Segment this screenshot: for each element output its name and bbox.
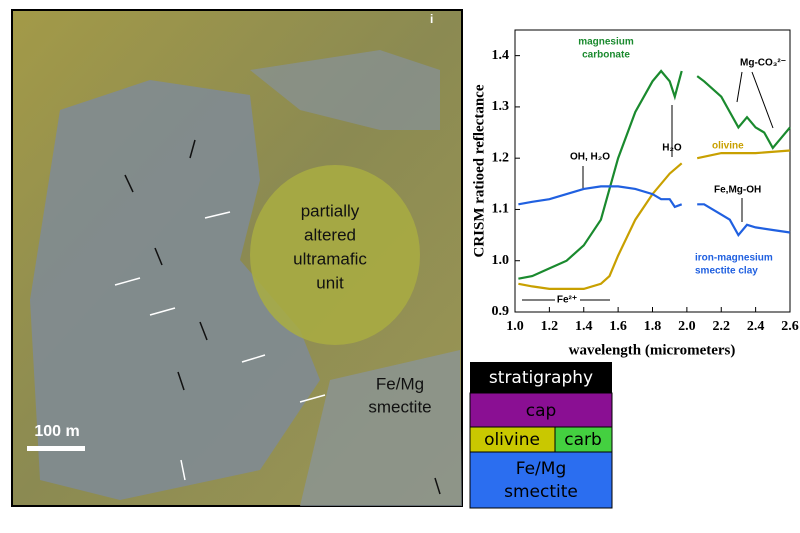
annotation: iron-magnesium: [695, 253, 773, 264]
y-tick-label: 0.9: [492, 304, 510, 319]
annotation: OH, H₂O: [570, 152, 610, 163]
annotation-arrows: [522, 71, 774, 301]
spectrum-line: [518, 185, 791, 238]
spectrum-line: [518, 69, 791, 280]
header-cell: [470, 362, 612, 393]
orbital-image: i partially altered ultramafic unit Fe/M…: [11, 9, 463, 507]
arrows: [124, 139, 441, 495]
x-tick-label: 1.6: [609, 319, 627, 334]
x-axis-label: wavelength (micrometers): [569, 342, 736, 358]
x-tick-label: 2.6: [781, 319, 799, 334]
scale-bar-label: 100 m: [34, 423, 79, 440]
smectite-terrain: [300, 350, 462, 506]
y-tick-label: 1.2: [492, 150, 510, 165]
unit-label: partially altered ultramafic unit: [293, 201, 367, 292]
annotation: Mg-CO₃²⁻: [740, 58, 786, 69]
x-tick-label: 2.0: [678, 319, 696, 334]
x-tick-label: 2.2: [713, 319, 731, 334]
unit-label: olivine: [484, 430, 540, 450]
label-line: smectite: [368, 397, 431, 416]
y-tick-label: 1.0: [492, 253, 510, 268]
smectite-label: Fe/Mg smectite: [368, 374, 431, 416]
annotation: Fe²⁺: [557, 295, 577, 306]
ultramafic-unit: [250, 165, 420, 345]
label-line: unit: [316, 273, 344, 292]
unit-label: cap: [526, 401, 557, 421]
label-line: altered: [304, 225, 356, 244]
spectrum-line: [518, 149, 791, 290]
y-tick-label: 1.1: [492, 202, 510, 217]
annotation: carbonate: [582, 50, 630, 61]
x-tick-label: 1.4: [575, 319, 593, 334]
annotation: Fe,Mg-OH: [714, 185, 761, 196]
x-tick-label: 2.4: [747, 319, 765, 334]
y-axis-label: CRISM ratioed reflectance: [471, 84, 487, 257]
smectite-cell: [469, 451, 613, 509]
x-tick-label: 1.2: [541, 319, 559, 334]
olivine-cell: [469, 426, 556, 453]
column-title: stratigraphy: [489, 368, 593, 388]
panel-label: i: [430, 12, 433, 26]
label-line: partially: [301, 201, 360, 220]
smectite-terrain: [30, 80, 320, 500]
x-tick-label: 1.0: [506, 319, 524, 334]
annotation: smectite clay: [695, 266, 758, 277]
cap-cell: [469, 392, 613, 428]
annotation: magnesium: [578, 37, 634, 48]
annotation: olivine: [712, 141, 744, 152]
spectra-chart: CRISM ratioed reflectance wavelength (mi…: [471, 29, 799, 358]
unit-label: smectite: [504, 482, 578, 502]
label-line: Fe/Mg: [376, 374, 424, 393]
unit-label: Fe/Mg: [516, 459, 567, 479]
y-tick-label: 1.3: [492, 99, 510, 114]
stratigraphy-column: stratigraphy cap olivine carb Fe/Mg smec…: [469, 362, 613, 509]
arrows: [114, 211, 326, 481]
unit-label: carb: [564, 430, 602, 450]
x-tick-label: 1.8: [644, 319, 662, 334]
scale-bar: [27, 446, 85, 451]
annotations: magnesium carbonate olivine OH, H₂O H₂O …: [557, 37, 786, 306]
label-line: ultramafic: [293, 249, 367, 268]
smectite-terrain: [250, 50, 440, 130]
y-tick-label: 1.4: [492, 48, 510, 63]
